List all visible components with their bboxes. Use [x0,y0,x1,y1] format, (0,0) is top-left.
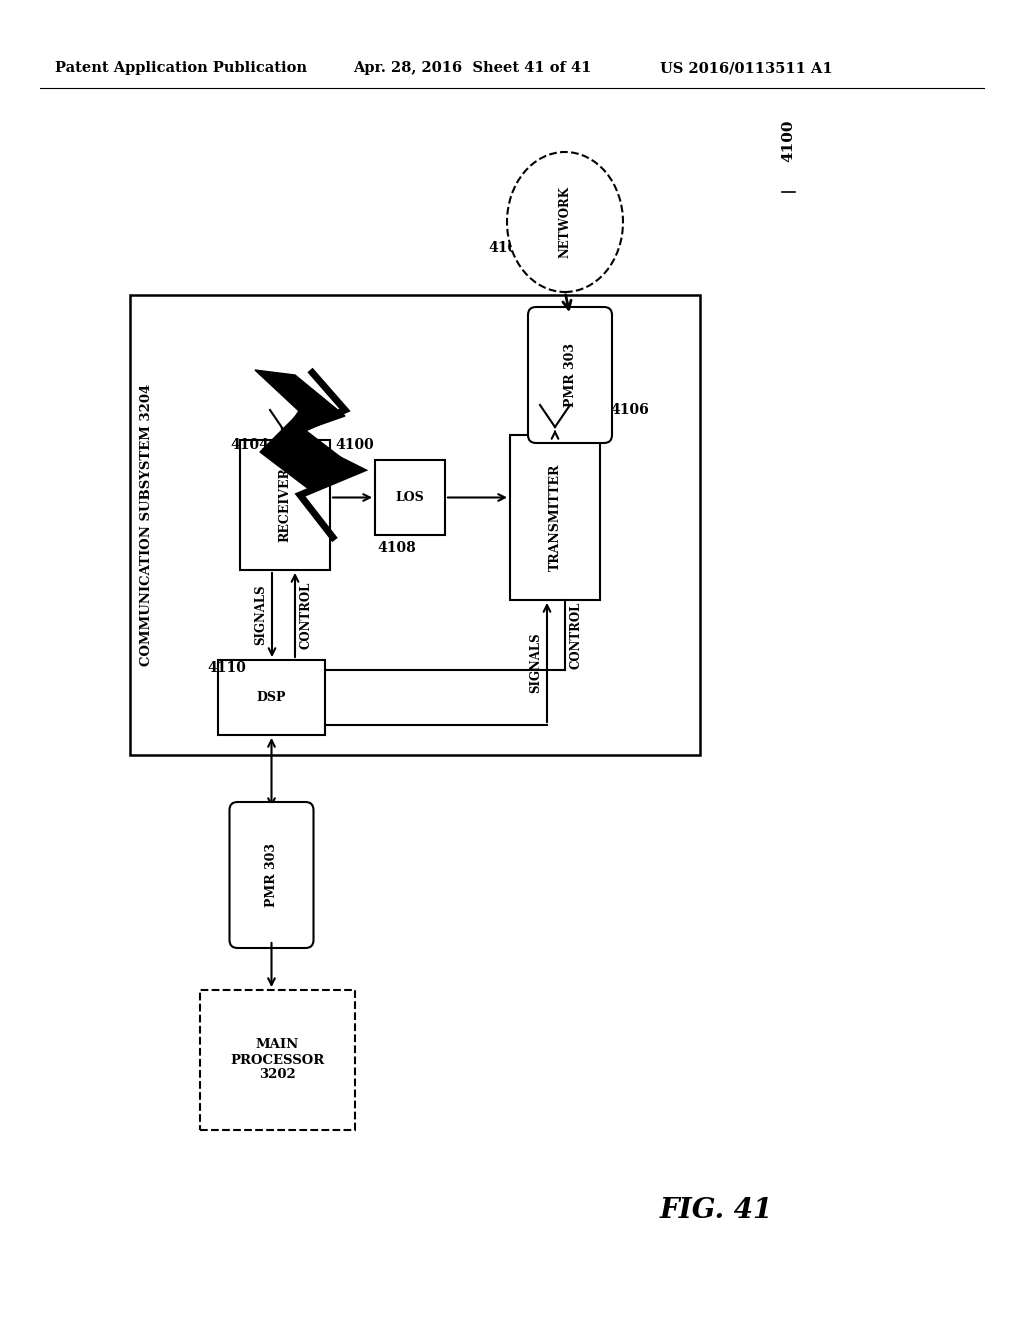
Text: US 2016/0113511 A1: US 2016/0113511 A1 [660,61,833,75]
Text: 4100: 4100 [781,120,795,162]
Text: 4105: 4105 [488,242,526,255]
Text: SIGNALS: SIGNALS [254,585,267,645]
Text: PMR 303: PMR 303 [265,843,278,907]
Text: SIGNALS: SIGNALS [529,632,542,693]
Bar [130,294,700,755]
Bar [375,459,445,535]
Text: Apr. 28, 2016  Sheet 41 of 41: Apr. 28, 2016 Sheet 41 of 41 [353,61,592,75]
Text: LOS: LOS [395,491,424,504]
Text: CONTROL: CONTROL [570,602,583,669]
Text: NETWORK: NETWORK [558,186,571,257]
Bar [240,440,330,570]
FancyBboxPatch shape [229,803,313,948]
Text: FIG. 41: FIG. 41 [660,1196,773,1224]
Text: TRANSMITTER: TRANSMITTER [549,463,561,572]
Ellipse shape [507,152,623,292]
Bar [218,660,325,735]
Text: DSP: DSP [257,690,287,704]
Text: Patent Application Publication: Patent Application Publication [55,61,307,75]
Text: CONTROL: CONTROL [300,581,313,648]
Text: 4110: 4110 [207,661,246,675]
Polygon shape [255,370,360,490]
Text: 4106: 4106 [610,403,649,417]
Bar [200,990,355,1130]
Bar [510,436,600,601]
Text: MAIN
PROCESSOR
3202: MAIN PROCESSOR 3202 [230,1039,325,1081]
Text: PMR 303: PMR 303 [563,343,577,407]
FancyBboxPatch shape [528,308,612,444]
Text: 4108: 4108 [377,541,416,554]
Text: 4100: 4100 [335,438,374,451]
Text: COMMUNICATION SUBSYSTEM 3204: COMMUNICATION SUBSYSTEM 3204 [139,384,153,667]
Text: 4104: 4104 [230,438,269,451]
Text: RECEIVER: RECEIVER [279,467,292,543]
